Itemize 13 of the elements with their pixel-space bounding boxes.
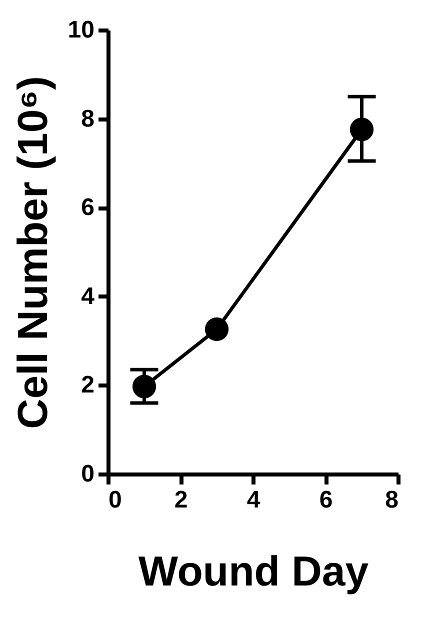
x-tick-label: 0 bbox=[108, 486, 122, 514]
x-tick-label: 6 bbox=[319, 486, 333, 514]
y-tick-label: 10 bbox=[68, 16, 94, 44]
x-tick-label: 4 bbox=[246, 486, 261, 514]
y-tick-label: 2 bbox=[81, 372, 94, 399]
y-axis-title: Cell Number (10⁶) bbox=[8, 76, 56, 430]
y-tick-label: 6 bbox=[81, 194, 94, 222]
y-tick-label: 8 bbox=[81, 105, 94, 132]
y-tick-label: 4 bbox=[81, 282, 96, 310]
x-axis-title: Wound Day bbox=[138, 548, 370, 594]
x-tick-label: 2 bbox=[174, 486, 188, 514]
x-tick-label: 8 bbox=[385, 486, 398, 514]
y-tick-label: 0 bbox=[81, 460, 94, 488]
